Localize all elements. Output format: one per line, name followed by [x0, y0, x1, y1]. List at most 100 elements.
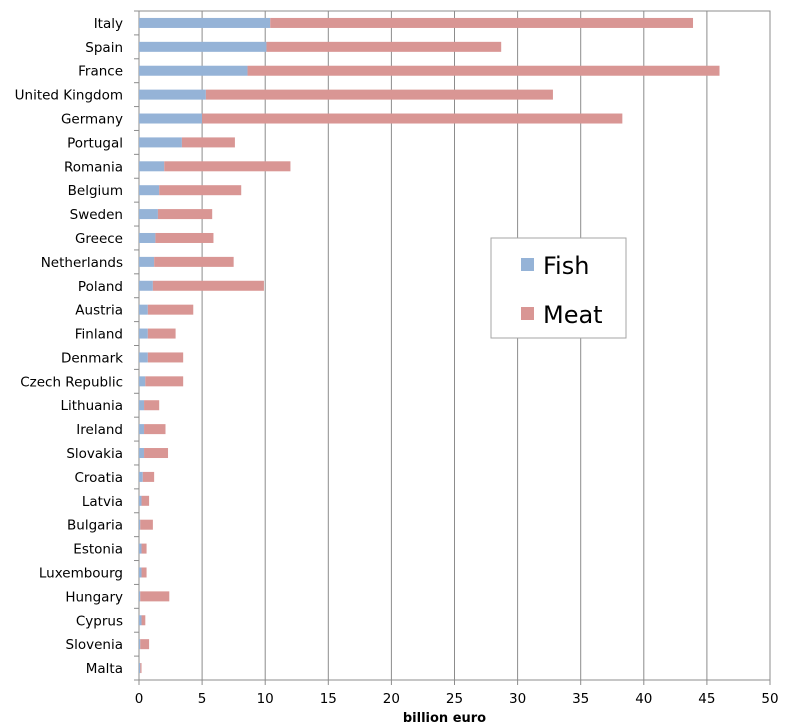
- bar-fish-czech-republic: [139, 376, 146, 387]
- bar-fish-cyprus: [139, 615, 142, 626]
- category-label: Finland: [75, 327, 123, 343]
- category-label: Slovakia: [66, 446, 123, 462]
- bar-meat-netherlands: [154, 256, 234, 267]
- bar-fish-hungary: [139, 591, 141, 602]
- bar-fish-lithuania: [139, 400, 145, 411]
- x-tick-labels: 0 5 10 15 20 25 30 35 40 45 50: [135, 691, 779, 707]
- legend-box: [490, 237, 627, 339]
- category-label: Spain: [85, 40, 123, 56]
- x-tick-label: 40: [635, 691, 652, 707]
- bar-meat-belgium: [159, 185, 242, 196]
- category-label: Estonia: [73, 542, 123, 558]
- bar-fish-poland: [139, 280, 153, 291]
- bar-fish-finland: [139, 328, 148, 339]
- bar-fish-united-kingdom: [139, 89, 206, 100]
- bar-fish-latvia: [139, 495, 142, 506]
- bar-meat-slovenia: [140, 639, 150, 650]
- bar-fish-netherlands: [139, 256, 155, 267]
- bar-meat-greece: [155, 232, 214, 243]
- bar-meat-luxembourg: [141, 567, 147, 578]
- bar-fish-estonia: [139, 543, 142, 554]
- bar-meat-portugal: [181, 137, 235, 148]
- x-tick-label: 15: [320, 691, 337, 707]
- category-label: Belgium: [68, 183, 123, 199]
- bar-fish-malta: [139, 663, 141, 674]
- category-label: Malta: [86, 661, 123, 677]
- x-tick-label: 10: [257, 691, 274, 707]
- category-label: Greece: [75, 231, 123, 247]
- x-tick-label: 20: [383, 691, 400, 707]
- bar-meat-malta: [140, 663, 142, 674]
- category-label: Croatia: [74, 470, 123, 486]
- bar-meat-sweden: [157, 209, 213, 220]
- bar-fish-austria: [139, 304, 148, 315]
- bar-fish-spain: [139, 41, 267, 52]
- bar-fish-portugal: [139, 137, 182, 148]
- bar-meat-austria: [147, 304, 194, 315]
- bar-fish-bulgaria: [139, 519, 141, 530]
- category-labels: Italy Spain France United Kingdom Germany Por…: [15, 16, 124, 677]
- bar-fish-ireland: [139, 424, 145, 435]
- bar-meat-estonia: [141, 543, 147, 554]
- bar-meat-spain: [266, 41, 502, 52]
- bar-fish-france: [139, 65, 248, 76]
- bar-meat-lithuania: [144, 400, 160, 411]
- category-label: Netherlands: [41, 255, 123, 271]
- category-label: Austria: [75, 303, 123, 319]
- category-label: Ireland: [76, 422, 123, 438]
- bar-meat-poland: [152, 280, 264, 291]
- bar-meat-czech-republic: [145, 376, 184, 387]
- bar-fish-romania: [139, 161, 165, 172]
- bar-meat-denmark: [147, 352, 184, 363]
- bars: [139, 17, 720, 674]
- bar-meat-hungary: [140, 591, 170, 602]
- x-axis-title: billion euro: [403, 711, 486, 726]
- category-label: France: [78, 64, 123, 80]
- category-label: Cyprus: [76, 613, 123, 629]
- legend-swatch-fish: [521, 258, 534, 271]
- bar-meat-slovakia: [144, 448, 169, 459]
- bar-fish-slovakia: [139, 448, 145, 459]
- bar-fish-sweden: [139, 209, 158, 220]
- bar-fish-denmark: [139, 352, 148, 363]
- x-tick-label: 0: [135, 691, 144, 707]
- category-label: Lithuania: [60, 398, 123, 414]
- category-label: Czech Republic: [20, 374, 123, 390]
- bar-meat-croatia: [142, 471, 155, 482]
- legend-swatch-meat: [521, 307, 534, 320]
- category-label: Germany: [61, 112, 123, 128]
- bar-meat-germany: [202, 113, 623, 124]
- bar-fish-slovenia: [139, 639, 141, 650]
- x-tick-label: 5: [198, 691, 207, 707]
- x-tick-label: 35: [572, 691, 589, 707]
- bar-meat-cyprus: [141, 615, 146, 626]
- category-label: Italy: [94, 16, 123, 32]
- x-tick-label: 25: [446, 691, 463, 707]
- bar-meat-france: [247, 65, 720, 76]
- bar-meat-ireland: [144, 424, 166, 435]
- bar-meat-latvia: [141, 495, 150, 506]
- category-label: Latvia: [82, 494, 123, 510]
- legend-label-fish: Fish: [543, 252, 589, 280]
- legend: Fish Meat: [490, 237, 627, 339]
- bar-fish-luxembourg: [139, 567, 142, 578]
- category-label: United Kingdom: [15, 88, 123, 104]
- category-label: Bulgaria: [67, 518, 123, 534]
- bar-fish-germany: [139, 113, 203, 124]
- category-label: Hungary: [65, 589, 123, 605]
- category-label: Poland: [78, 279, 123, 295]
- legend-label-meat: Meat: [543, 301, 603, 329]
- category-label: Sweden: [70, 207, 123, 223]
- bar-meat-romania: [164, 161, 291, 172]
- bar-fish-belgium: [139, 185, 160, 196]
- category-label: Denmark: [61, 350, 123, 366]
- bar-meat-bulgaria: [140, 519, 153, 530]
- x-tick-label: 30: [509, 691, 526, 707]
- bar-fish-italy: [139, 17, 271, 28]
- bar-meat-finland: [147, 328, 176, 339]
- bar-fish-greece: [139, 232, 156, 243]
- category-label: Slovenia: [66, 637, 123, 653]
- x-tick-label: 50: [761, 691, 778, 707]
- bar-meat-italy: [270, 17, 694, 28]
